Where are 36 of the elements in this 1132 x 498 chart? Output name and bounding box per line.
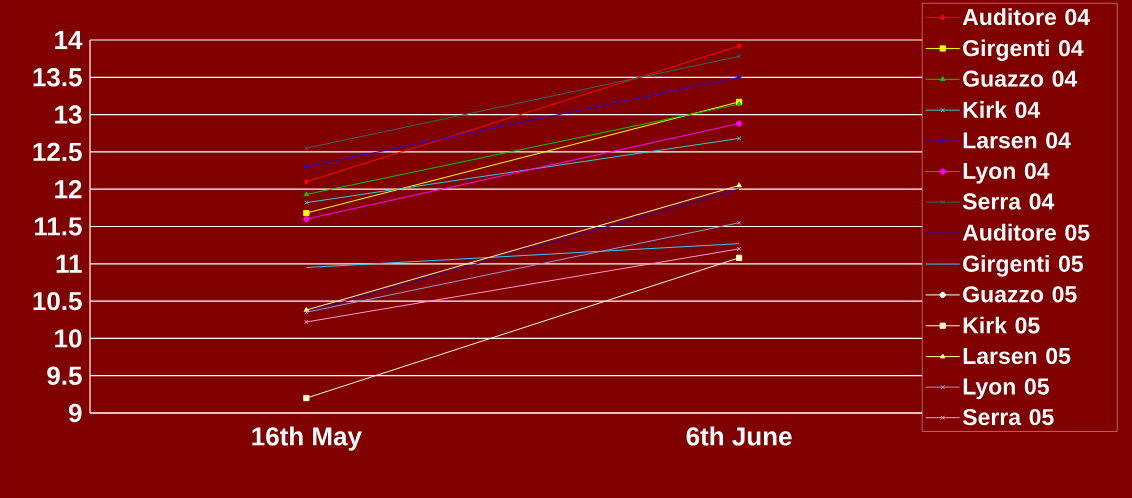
point [303,215,310,223]
y-tick-label: 12 [55,180,82,199]
point [736,120,743,127]
legend-label: Kirk 05 [963,316,1040,334]
point [303,394,310,402]
y-tick-label: 14 [55,31,83,49]
point [303,209,310,217]
y-tick-label: 11 [56,254,82,273]
y-tick-label: 13 [55,105,82,124]
point [303,178,309,185]
legend-label: Girgenti 05 [963,254,1083,277]
x-tick-label: 6th June [686,426,792,446]
y-tick-label: 10 [55,329,82,348]
legend-label: Auditore 04 [962,8,1090,26]
y-tick-label: 9.5 [47,366,82,385]
legend-label: Guazzo 05 [963,286,1077,303]
legend-label: Guazzo 04 [963,70,1078,87]
point [736,74,742,81]
legend-label: Girgenti 04 [963,39,1084,61]
point [736,254,743,261]
legend-label: Lyon 04 [963,162,1050,184]
legend-label: Lyon 05 [963,378,1049,400]
legend-label: Larsen 04 [963,132,1071,149]
y-tick-label: 13.5 [33,68,82,87]
y-tick-label: 12.5 [33,142,82,162]
y-tick-label: 10.5 [33,291,82,311]
legend-label: Serra 05 [962,408,1054,426]
y-tick-label: 11.5 [34,217,82,236]
legend-label: Auditore 05 [962,223,1090,241]
point [303,163,309,170]
y-tick-label: 9 [68,403,82,423]
legend-label: Serra 04 [962,193,1055,210]
legend-label: Kirk 04 [963,101,1041,118]
x-tick-label: 16th May [252,426,362,451]
point [736,42,742,50]
legend-label: Larsen 05 [963,347,1071,365]
